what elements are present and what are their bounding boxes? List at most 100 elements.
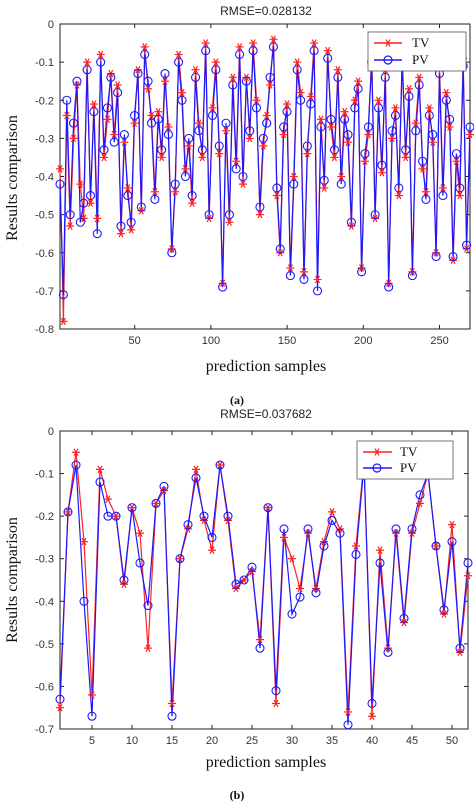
data-point-pv [441, 95, 451, 105]
chart-panel-b: RMSE=0.037682 -0.7-0.6-0.5-0.4-0.3-0.2-0… [4, 407, 473, 802]
data-point-pv [448, 252, 458, 262]
data-point-pv [224, 210, 234, 220]
data-point-tv [293, 58, 302, 66]
data-point-pv [151, 498, 161, 508]
data-point-tv [103, 115, 112, 124]
data-point-tv [303, 149, 312, 158]
data-point-tv [147, 111, 156, 120]
x-tick-label: 30 [286, 735, 298, 747]
data-point-tv [238, 180, 247, 188]
data-point-tv [154, 107, 163, 116]
data-point-pv [455, 183, 465, 193]
data-point-tv [150, 187, 159, 196]
data-point-pv [143, 600, 153, 611]
data-point-tv [80, 537, 88, 546]
data-point-tv [144, 85, 153, 93]
data-point-tv [188, 199, 197, 207]
y-tick-label: 0 [48, 19, 54, 31]
data-point-pv [71, 460, 81, 470]
data-point-pv [265, 72, 275, 82]
data-point-tv [306, 92, 315, 101]
data-point-pv [309, 46, 319, 56]
data-point-pv [85, 191, 96, 201]
data-point-pv [133, 69, 143, 79]
data-point-pv [69, 118, 79, 128]
data-point-pv [79, 198, 89, 208]
data-point-tv [283, 100, 292, 108]
tick-labels: -0.7 -0.6 -0.5 -0.4 -0.3 -0.2 -0.1 0 5 10 15 20 25 30… [35, 426, 468, 747]
data-point-pv [312, 286, 323, 296]
data-point-tv [140, 43, 149, 51]
data-point-tv [269, 35, 278, 44]
y-tick-label: -0.2 [35, 95, 54, 107]
data-point-pv [384, 282, 394, 292]
legend: TV PV [356, 440, 454, 480]
legend-star [373, 448, 381, 456]
data-point-tv [240, 576, 248, 584]
data-point-pv [153, 114, 163, 124]
data-point-tv [296, 88, 305, 97]
x-tick-label: 50 [129, 335, 141, 347]
data-point-tv [313, 275, 322, 284]
data-point-tv [416, 499, 424, 508]
data-point-pv [383, 647, 393, 657]
data-point-tv [211, 58, 220, 66]
data-point-pv [129, 110, 140, 121]
tick-labels: -0.8 -0.7 -0.6 -0.5 -0.4 -0.3 -0.2 -0.1 0 50 100 15… [35, 19, 470, 347]
data-point-pv [239, 575, 249, 585]
data-point-pv [207, 532, 217, 542]
data-point-pv [235, 49, 245, 60]
data-point-pv [292, 65, 302, 75]
data-point-tv [438, 184, 447, 192]
data-point-tv [72, 448, 80, 457]
x-tick-label: 50 [446, 735, 458, 747]
data-point-pv [99, 145, 109, 155]
data-point-pv [55, 694, 65, 704]
data-point-pv [231, 164, 241, 174]
data-point-pv [271, 686, 281, 696]
data-point-pv [319, 175, 329, 185]
y-tick-label: -0.6 [35, 248, 54, 260]
data-point-pv [407, 524, 417, 534]
data-point-pv [248, 46, 258, 56]
data-point-pv [387, 126, 397, 136]
data-point-tv [289, 172, 298, 181]
data-point-tv [88, 691, 96, 699]
data-point-pv [438, 191, 448, 201]
data-point-tv [128, 503, 136, 512]
y-tick-label: -0.1 [35, 57, 54, 69]
data-point-tv [466, 130, 474, 139]
data-point-pv [177, 95, 187, 105]
data-point-tv [168, 699, 176, 708]
data-point-pv [340, 114, 350, 124]
data-point-pv [343, 720, 353, 730]
data-point-pv [174, 57, 184, 67]
x-tick-label: 5 [89, 735, 95, 747]
y-tick-label: -0.4 [35, 596, 54, 608]
data-point-tv [464, 571, 472, 580]
legend-box [356, 440, 454, 480]
data-point-tv [96, 465, 104, 474]
data-point-pv [159, 481, 169, 491]
data-point-tv [425, 104, 434, 112]
data-point-tv [245, 134, 254, 143]
data-point-tv [192, 465, 200, 474]
data-point-tv [123, 184, 132, 192]
data-point-pv [360, 149, 370, 159]
legend-label-pv: PV [400, 460, 417, 475]
data-point-tv [388, 134, 397, 143]
data-point-pv [311, 588, 321, 598]
data-point-tv [272, 699, 280, 708]
data-point-tv [252, 96, 261, 105]
data-point-pv [72, 76, 82, 86]
data-point-tv [181, 165, 190, 173]
data-point-pv [58, 290, 68, 300]
legend-marker-pv [372, 463, 382, 473]
data-point-pv [109, 137, 119, 147]
data-point-pv [428, 130, 438, 140]
data-point-pv [268, 42, 279, 52]
data-point-pv [106, 72, 116, 82]
data-point-tv [286, 264, 295, 272]
data-point-tv [323, 46, 332, 55]
data-point-pv [399, 613, 409, 623]
